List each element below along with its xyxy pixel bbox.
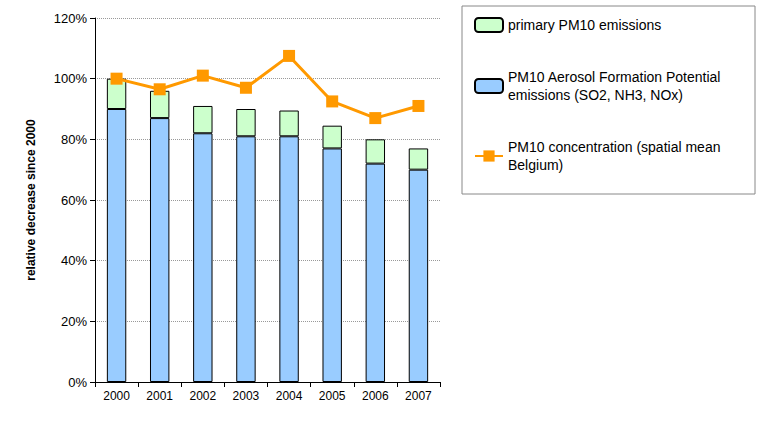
svg-text:20%: 20% <box>61 314 87 329</box>
svg-text:2005: 2005 <box>319 389 346 403</box>
svg-text:2001: 2001 <box>146 389 173 403</box>
svg-text:emissions (SO2, NH3, NOx): emissions (SO2, NH3, NOx) <box>508 87 683 103</box>
svg-text:Belgium): Belgium) <box>508 157 563 173</box>
svg-text:2006: 2006 <box>362 389 389 403</box>
svg-text:100%: 100% <box>54 71 88 86</box>
svg-text:2007: 2007 <box>405 389 432 403</box>
svg-text:2002: 2002 <box>189 389 216 403</box>
svg-text:40%: 40% <box>61 253 87 268</box>
svg-text:120%: 120% <box>54 11 88 26</box>
svg-text:2004: 2004 <box>276 389 303 403</box>
svg-text:relative decrease since 2000: relative decrease since 2000 <box>24 119 38 281</box>
svg-text:0%: 0% <box>68 375 87 390</box>
svg-text:2000: 2000 <box>103 389 130 403</box>
svg-text:PM10 concentration (spatial me: PM10 concentration (spatial mean <box>508 139 724 155</box>
svg-text:primary PM10 emissions: primary PM10 emissions <box>508 17 661 33</box>
svg-text:60%: 60% <box>61 193 87 208</box>
svg-text:80%: 80% <box>61 132 87 147</box>
svg-text:2003: 2003 <box>233 389 260 403</box>
svg-text:PM10 Aerosol Formation Potenti: PM10 Aerosol Formation Potential <box>508 69 724 85</box>
